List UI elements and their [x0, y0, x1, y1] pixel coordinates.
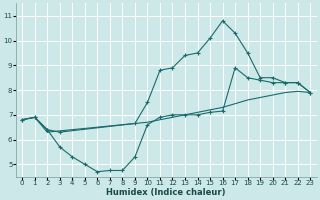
X-axis label: Humidex (Indice chaleur): Humidex (Indice chaleur) [107, 188, 226, 197]
